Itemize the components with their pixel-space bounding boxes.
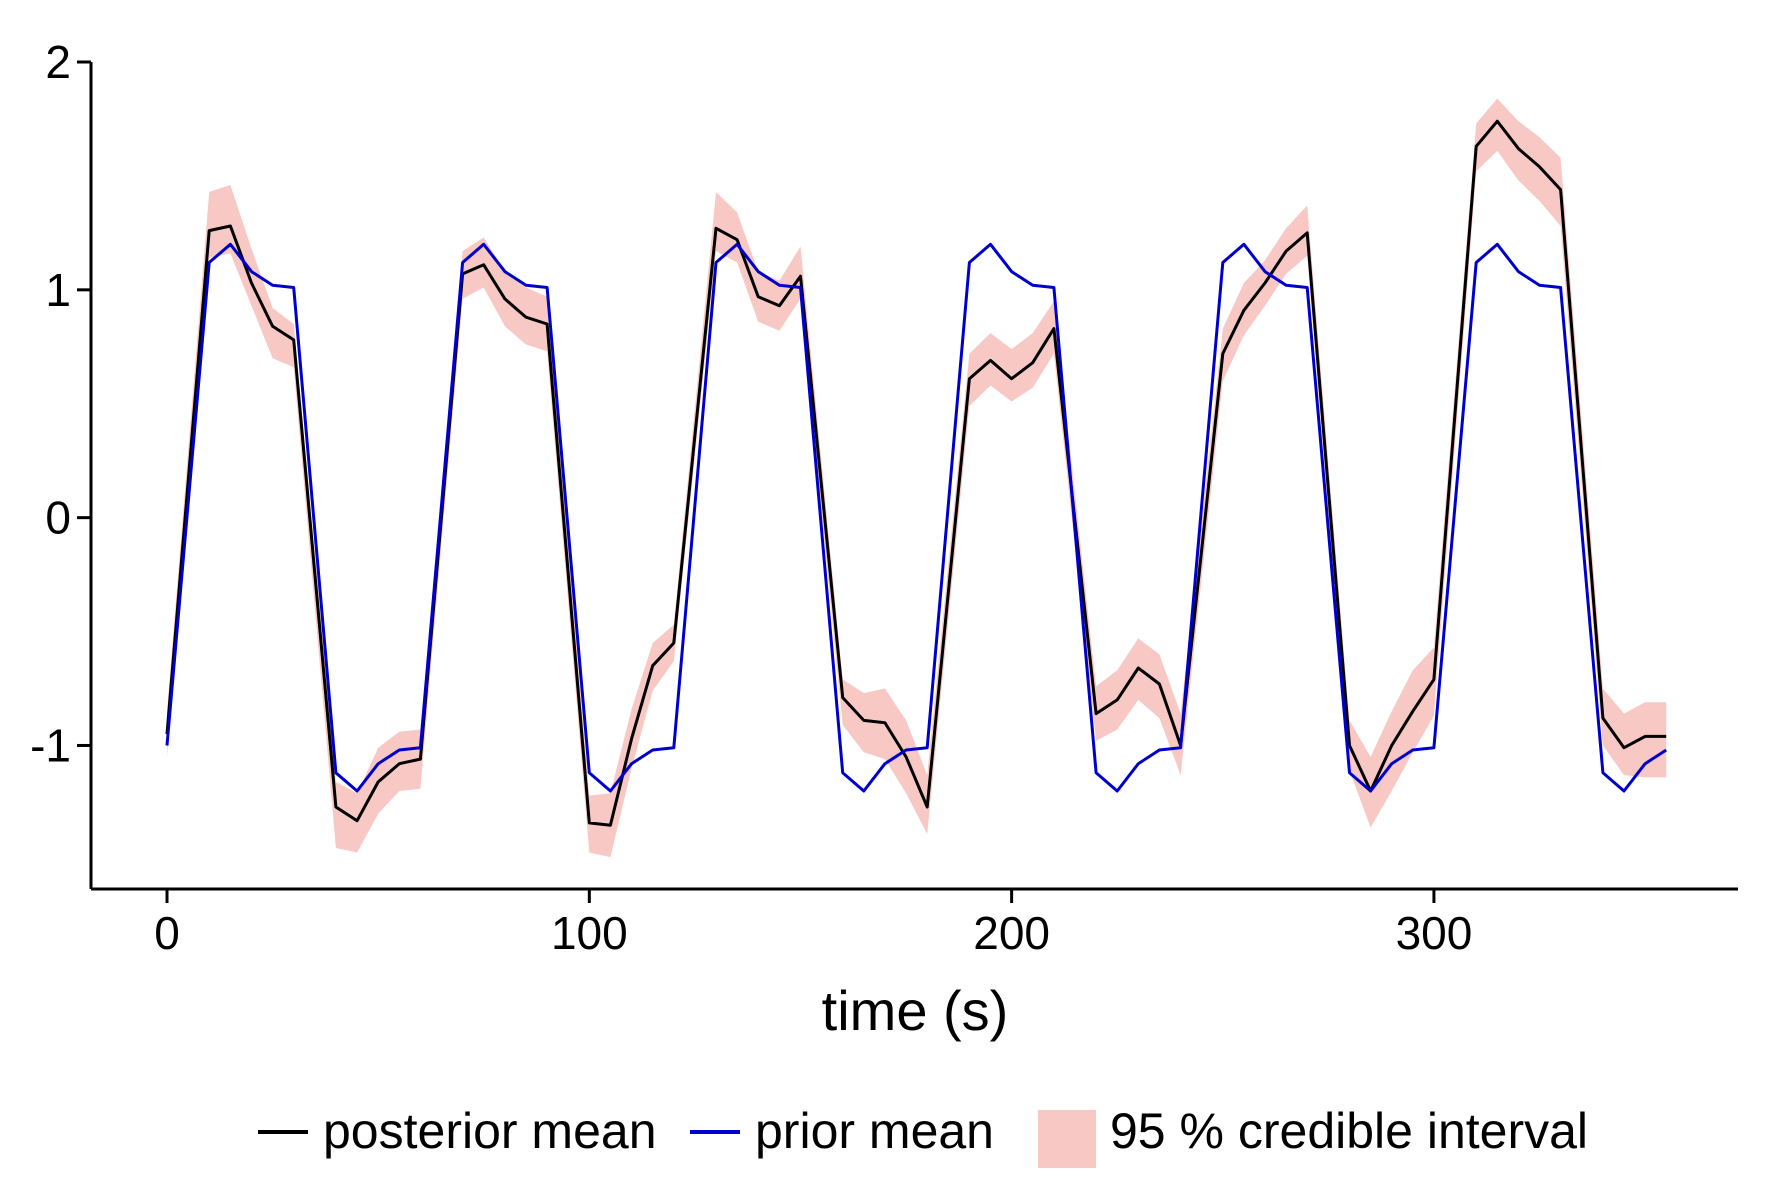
- x-tick-label: 200: [973, 907, 1050, 959]
- x-tick-label: 100: [551, 907, 628, 959]
- credible-interval-layer: [167, 98, 1667, 858]
- posterior-mean-line: [165, 119, 1667, 827]
- x-tick-label: 0: [154, 907, 180, 959]
- prior-mean-line: [165, 242, 1668, 793]
- credible-interval-legend-label: 95 % credible interval: [1110, 1103, 1588, 1159]
- y-tick-label: 2: [45, 36, 71, 88]
- y-tick-label: 1: [45, 264, 71, 316]
- y-tick-label: 0: [45, 492, 71, 544]
- series-lines-layer: [165, 119, 1668, 827]
- posterior-mean-legend-label: posterior mean: [323, 1103, 657, 1159]
- x-tick-label: 300: [1396, 907, 1473, 959]
- prior-mean-legend-label: prior mean: [755, 1103, 994, 1159]
- credible-interval-band: [167, 98, 1667, 858]
- credible-interval-legend-swatch: [1038, 1110, 1096, 1168]
- legend: posterior mean prior mean 95 % credible in…: [258, 1103, 1588, 1168]
- axis-ticks: 0 100 200 300 -1 0 1 2: [30, 36, 1472, 959]
- y-tick-label: -1: [30, 719, 71, 771]
- x-axis-title: time (s): [822, 979, 1009, 1042]
- axes: [89, 62, 1738, 891]
